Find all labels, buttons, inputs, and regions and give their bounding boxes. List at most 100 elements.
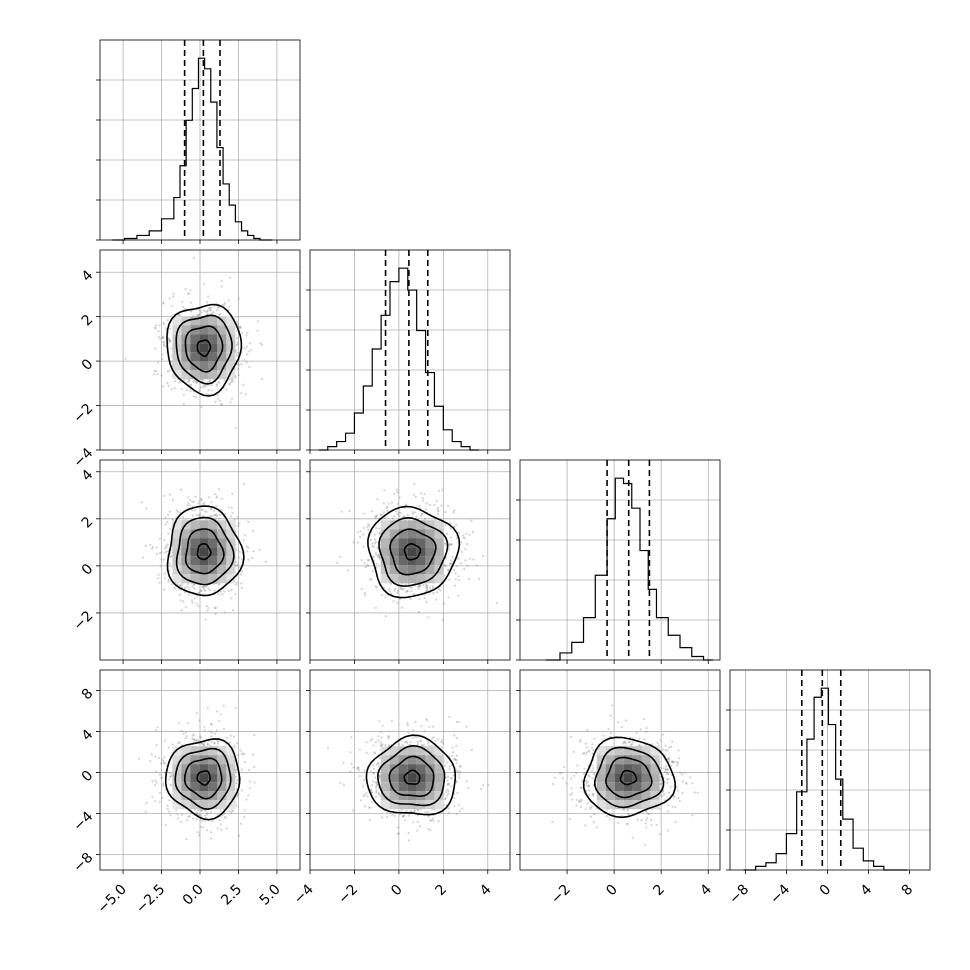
scatter-point [170, 555, 173, 558]
scatter-point [162, 784, 165, 787]
scatter-point [367, 528, 370, 531]
scatter-point [253, 765, 256, 769]
scatter-point [223, 815, 226, 819]
scatter-point [200, 386, 203, 389]
scatter-point [453, 734, 456, 737]
scatter-point [383, 516, 387, 520]
scatter-point [380, 744, 383, 747]
density-cell [416, 764, 426, 774]
scatter-point [374, 795, 377, 799]
scatter-point [184, 737, 187, 740]
scatter-point [227, 589, 230, 593]
scatter-point [375, 781, 378, 784]
scatter-point [158, 537, 161, 540]
scatter-point [430, 737, 434, 740]
scatter-point [234, 426, 237, 429]
scatter-point [356, 767, 359, 770]
scatter-point [414, 495, 417, 498]
scatter-point [458, 773, 461, 776]
density-cell [416, 556, 426, 566]
scatter-point [455, 813, 458, 816]
scatter-point [381, 724, 384, 727]
scatter-point [169, 814, 172, 817]
scatter-point [169, 339, 172, 342]
scatter-point [365, 792, 368, 795]
scatter-point [253, 734, 256, 737]
scatter-point [170, 347, 173, 350]
density-cell [389, 782, 399, 792]
scatter-point [225, 827, 228, 830]
scatter-point [450, 562, 453, 566]
scatter-point [215, 729, 218, 732]
density-cell [416, 782, 426, 792]
scatter-point [236, 795, 239, 798]
scatter-point [216, 495, 219, 498]
scatter-point [393, 814, 396, 818]
scatter-point [435, 598, 438, 601]
scatter-point [372, 767, 376, 771]
scatter-point [435, 500, 438, 503]
scatter-point [407, 582, 410, 586]
scatter-point [154, 779, 157, 782]
scatter-point [377, 762, 380, 765]
scatter-point [187, 496, 190, 499]
scatter-point [400, 606, 403, 609]
scatter-point [452, 774, 455, 777]
scatter-point [378, 556, 381, 559]
scatter-point [390, 719, 394, 722]
density-cell [199, 791, 209, 801]
scatter-point [240, 582, 243, 585]
scatter-point [186, 722, 190, 725]
scatter-point [449, 562, 452, 565]
scatter-point [159, 564, 162, 568]
scatter-point [444, 797, 447, 800]
scatter-point [167, 746, 170, 749]
scatter-point [425, 600, 428, 604]
density-cell [434, 755, 444, 765]
scatter-point [356, 766, 359, 769]
scatter-point [172, 292, 175, 295]
scatter-point [157, 335, 160, 338]
scatter-point [369, 806, 372, 809]
scatter-point [394, 587, 397, 590]
scatter-point [198, 514, 201, 517]
density-cell [217, 574, 227, 584]
scatter-point [446, 532, 449, 535]
scatter-point [370, 800, 373, 803]
scatter-point [201, 826, 205, 829]
scatter-point [216, 742, 220, 745]
scatter-point [194, 508, 197, 512]
scatter-point [155, 781, 158, 784]
scatter-point [480, 788, 483, 791]
density-panel-1-0 [96, 249, 301, 454]
scatter-point [249, 342, 252, 345]
scatter-point [216, 306, 219, 309]
scatter-point [213, 742, 216, 745]
density-cell [190, 764, 200, 774]
scatter-point [198, 389, 201, 392]
scatter-point [231, 380, 235, 383]
density-cell [425, 746, 435, 756]
scatter-point [169, 327, 172, 330]
scatter-point [467, 577, 471, 581]
scatter-point [419, 825, 422, 828]
scatter-point [204, 310, 207, 313]
density-cell [190, 370, 200, 380]
density-cell [407, 574, 417, 584]
scatter-point [245, 798, 248, 801]
density-cell [434, 547, 444, 557]
scatter-point [163, 494, 166, 497]
scatter-point [404, 583, 407, 586]
scatter-point [445, 556, 448, 559]
scatter-point [242, 539, 245, 542]
scatter-point [447, 790, 450, 793]
scatter-point [370, 770, 373, 773]
scatter-point [371, 542, 374, 545]
density-cell [217, 529, 227, 539]
scatter-point [170, 388, 173, 391]
scatter-point [395, 488, 398, 491]
scatter-point [417, 585, 420, 588]
scatter-point [224, 816, 227, 819]
scatter-point [363, 779, 366, 782]
scatter-point [163, 756, 166, 759]
